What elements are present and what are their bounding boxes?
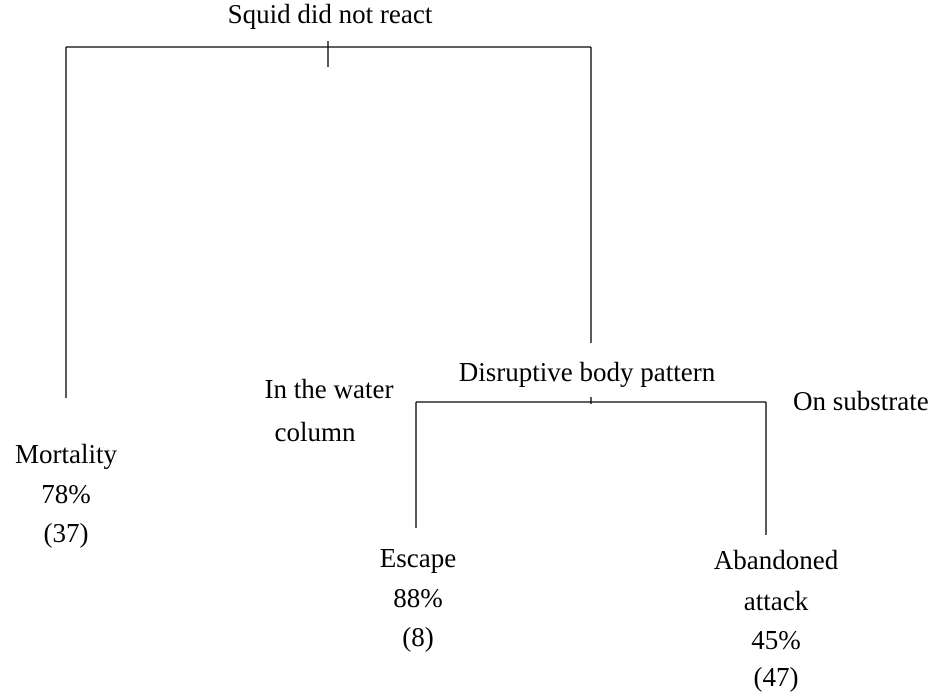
leaf-text: Mortality	[15, 439, 117, 469]
leaf-text: (8)	[402, 622, 433, 652]
leaf-text: Escape	[380, 543, 456, 573]
leaf-text: Abandoned	[714, 545, 839, 575]
leaf-text: 45%	[751, 625, 801, 655]
branch-label: In the water	[265, 374, 394, 404]
leaf-text: 78%	[41, 479, 91, 509]
leaf-text: (37)	[44, 518, 89, 548]
branch-label: On substrate	[793, 386, 929, 416]
leaf-text: (47)	[754, 662, 799, 692]
split-label: Disruptive body pattern	[459, 357, 716, 387]
branch-label: column	[275, 417, 356, 447]
root-label: Squid did not react	[228, 0, 433, 29]
leaf-text: attack	[744, 586, 809, 616]
leaf-text: 88%	[393, 583, 443, 613]
